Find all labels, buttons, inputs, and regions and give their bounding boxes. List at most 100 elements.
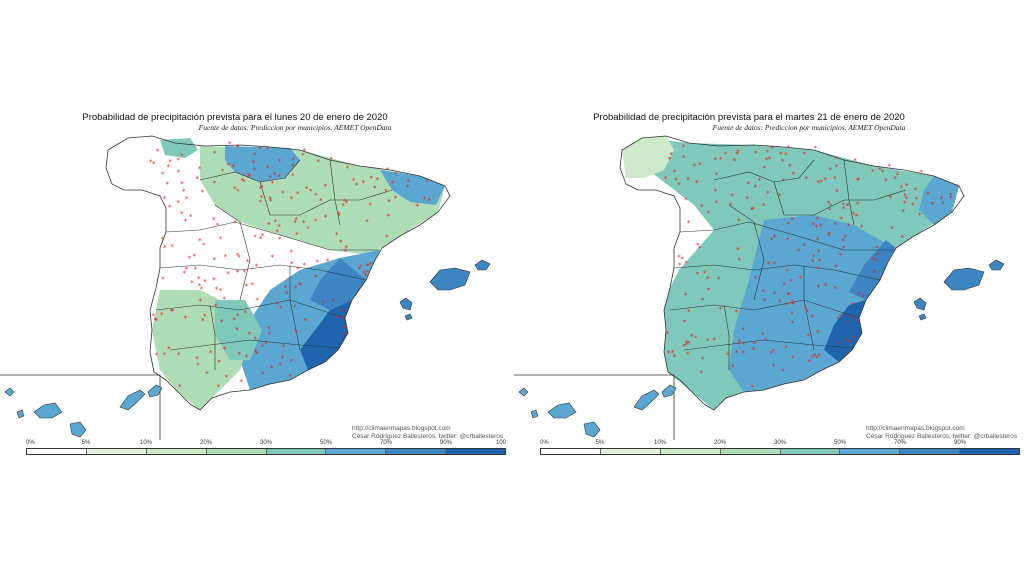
rain-station-marker: * <box>741 326 745 334</box>
rain-station-marker: * <box>838 313 842 321</box>
rain-station-marker: * <box>713 188 717 196</box>
rain-station-marker: * <box>243 268 247 276</box>
rain-station-marker: * <box>259 185 263 193</box>
rain-station-marker: * <box>260 194 264 202</box>
rain-station-marker: * <box>361 179 365 187</box>
probability-zone <box>380 170 445 205</box>
rain-station-marker: * <box>254 348 258 356</box>
rain-station-marker: * <box>735 349 739 357</box>
rain-station-marker: * <box>784 151 788 159</box>
rain-station-marker: * <box>701 296 705 304</box>
map-subtitle: Fuente de datos: Prediccion por municipi… <box>198 123 392 132</box>
rain-station-marker: * <box>346 164 350 172</box>
island <box>943 267 985 291</box>
island <box>988 259 1005 271</box>
rain-station-marker: * <box>911 201 915 209</box>
rain-station-marker: * <box>677 181 681 189</box>
rain-station-marker: * <box>673 353 677 361</box>
rain-station-marker: * <box>815 355 819 363</box>
rain-station-marker: * <box>261 343 265 351</box>
rain-station-marker: * <box>261 232 265 240</box>
rain-station-marker: * <box>850 314 854 322</box>
rain-station-marker: * <box>225 373 229 381</box>
rain-station-marker: * <box>802 242 806 250</box>
rain-station-marker: * <box>781 158 785 166</box>
rain-station-marker: * <box>904 195 908 203</box>
province-border <box>169 339 341 351</box>
rain-station-marker: * <box>178 383 182 391</box>
province-border <box>289 265 301 351</box>
scale-swatch <box>27 449 87 454</box>
rain-station-marker: * <box>376 176 380 184</box>
rain-station-marker: * <box>289 249 293 257</box>
rain-station-marker: * <box>180 210 184 218</box>
rain-station-marker: * <box>790 216 794 224</box>
rain-station-marker: * <box>290 195 294 203</box>
rain-station-marker: * <box>808 358 812 366</box>
rain-station-marker: * <box>384 188 388 196</box>
rain-station-marker: * <box>816 265 820 273</box>
rain-station-marker: * <box>177 351 181 359</box>
canary-inset-frame <box>514 374 675 440</box>
rain-station-marker: * <box>834 285 838 293</box>
rain-station-marker: * <box>694 334 698 342</box>
rain-station-marker: * <box>291 156 295 164</box>
rain-station-marker: * <box>851 210 855 218</box>
rain-station-marker: * <box>335 231 339 239</box>
rain-station-marker: * <box>841 237 845 245</box>
rain-station-marker: * <box>298 281 302 289</box>
province-border <box>165 221 380 251</box>
credit-url: http://climaenmapas.blogspot.com <box>866 425 965 432</box>
rain-station-marker: * <box>291 162 295 170</box>
scale-tick-label: 10% <box>139 440 153 446</box>
rain-station-marker: * <box>758 177 762 185</box>
scale-tick-label: 20% <box>199 440 213 446</box>
rain-station-marker: * <box>684 196 688 204</box>
rain-station-marker: * <box>786 220 790 228</box>
rain-station-marker: * <box>816 179 820 187</box>
rain-station-marker: * <box>344 331 348 339</box>
rain-station-marker: * <box>314 192 318 200</box>
rain-station-marker: * <box>707 210 711 218</box>
scale-tick-label: 0% <box>540 440 549 446</box>
rain-station-marker: * <box>955 183 959 191</box>
rain-station-marker: * <box>875 245 879 253</box>
rain-station-marker: * <box>253 166 257 174</box>
rain-station-marker: * <box>949 194 953 202</box>
rain-station-marker: * <box>212 216 216 224</box>
rain-station-marker: * <box>900 234 904 242</box>
scale-swatch <box>386 449 447 454</box>
rain-station-marker: * <box>737 217 741 225</box>
rain-station-marker: * <box>326 257 330 265</box>
rain-station-marker: * <box>236 251 240 259</box>
rain-station-marker: * <box>792 300 796 308</box>
rain-station-marker: * <box>842 201 846 209</box>
rain-station-marker: * <box>824 282 828 290</box>
map-panel-monday: Probabilidad de precipitación prevista p… <box>0 0 510 576</box>
rain-station-marker: * <box>827 200 831 208</box>
rain-station-marker: * <box>940 195 944 203</box>
rain-station-marker: * <box>770 350 774 358</box>
scale-swatch <box>660 449 721 454</box>
rain-station-marker: * <box>344 324 348 332</box>
rain-station-marker: * <box>277 173 281 181</box>
probability-zone <box>310 258 366 310</box>
rain-station-marker: * <box>176 157 180 165</box>
rain-station-marker: * <box>281 354 285 362</box>
rain-station-marker: * <box>684 292 688 300</box>
rain-station-marker: * <box>698 161 702 169</box>
rain-station-marker: * <box>232 163 236 171</box>
rain-station-marker: * <box>161 170 165 178</box>
rain-station-marker: * <box>345 199 349 207</box>
rain-station-marker: * <box>236 268 240 276</box>
rain-station-marker: * <box>344 244 348 252</box>
rain-station-marker: * <box>738 256 742 264</box>
probability-zone <box>300 300 352 370</box>
rain-station-marker: * <box>736 148 740 156</box>
rain-station-marker: * <box>696 242 700 250</box>
province-border <box>773 181 907 216</box>
scale-swatch <box>206 449 267 454</box>
rain-station-marker: * <box>294 216 298 224</box>
rain-station-marker: * <box>764 337 768 345</box>
credit-url: http://climaenmapas.blogspot.com <box>352 425 451 432</box>
